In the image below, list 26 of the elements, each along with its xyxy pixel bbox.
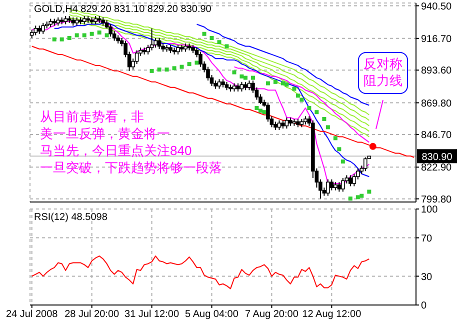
- y-tick-label: 893.60: [421, 66, 452, 77]
- y-tick-label: 869.80: [421, 98, 452, 110]
- ref-line-label: 830.90: [422, 152, 453, 164]
- annotation: 阻力线: [362, 72, 404, 89]
- y-tick-label: 799.80: [421, 194, 452, 206]
- annotation: 一旦突破，下跌趋势将够一段落: [40, 159, 222, 176]
- y-tick-label: 822.90: [421, 162, 452, 174]
- annotation: 反对称: [362, 55, 404, 72]
- chart-title: GOLD,H4 829.20 831.10 829.20 830.90: [34, 4, 212, 15]
- annotation: 马当先，今日重点关注840: [40, 142, 193, 159]
- chart-title: RSI(12) 48.5098: [34, 212, 108, 223]
- x-tick-label: 7 Aug 20:00: [245, 309, 299, 320]
- y-tick-label: 0: [421, 300, 427, 312]
- x-tick-label: 28 Jul 20:00: [64, 309, 120, 320]
- y-tick-label: 916.70: [421, 34, 452, 45]
- x-tick-label: 24 Jul 2008: [6, 309, 58, 320]
- x-tick-label: 12 Aug 12:00: [302, 309, 362, 320]
- annotation: 从目前走势看，非: [40, 108, 145, 125]
- y-tick-label: 940.50: [421, 1, 452, 12]
- y-tick-label: 30: [421, 272, 433, 283]
- annotation: 美一旦反弹，黄金将一: [40, 125, 171, 142]
- y-tick-label: 100: [421, 204, 438, 216]
- x-tick-label: 31 Jul 12:00: [124, 309, 180, 320]
- y-tick-label: 70: [421, 233, 433, 244]
- y-tick-label: 846.70: [421, 130, 452, 142]
- x-tick-label: 5 Aug 04:00: [185, 309, 239, 320]
